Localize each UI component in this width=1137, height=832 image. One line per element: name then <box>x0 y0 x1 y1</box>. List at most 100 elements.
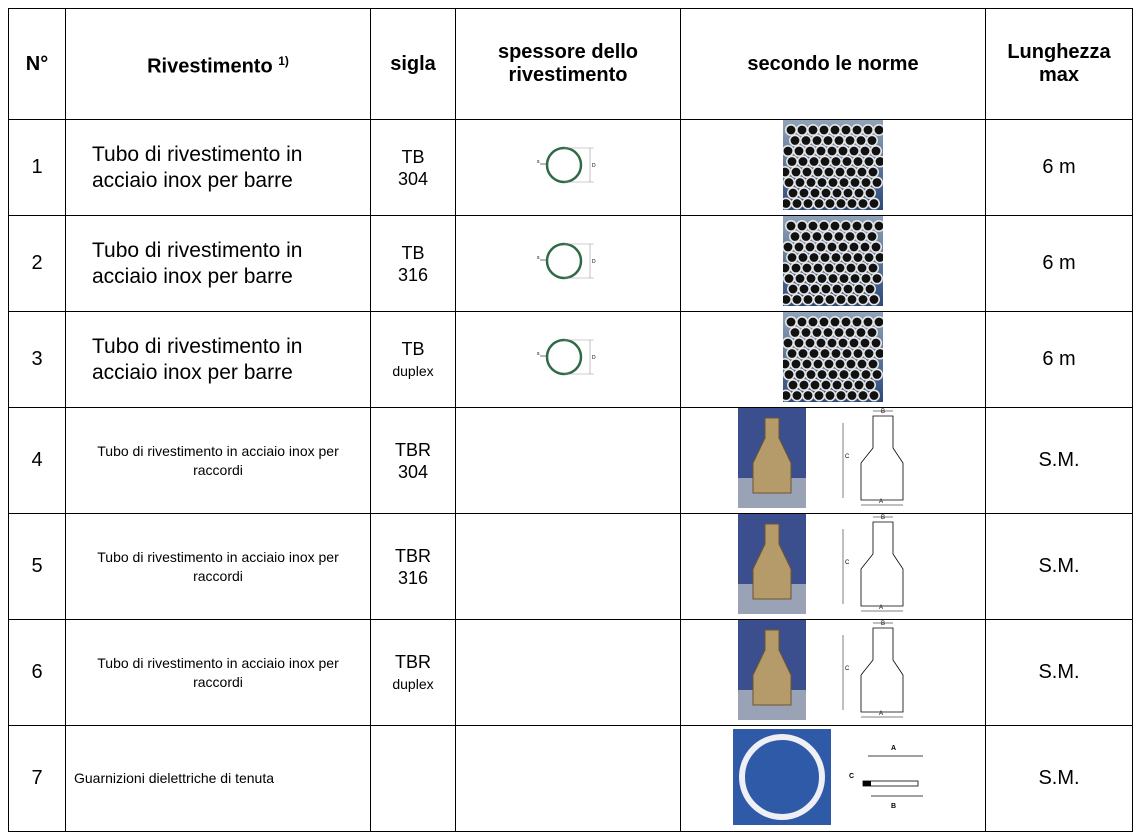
pipe-end <box>789 230 801 243</box>
thickness-diagram: sD <box>537 242 596 280</box>
tube-section <box>545 338 583 376</box>
pipe-end <box>808 379 821 392</box>
table-row: 1 Tubo di rivestimento in acciaio inox pe… <box>8 119 1133 216</box>
pipe-end <box>859 240 872 253</box>
pipe-end <box>800 165 813 178</box>
pipe-end <box>841 187 854 200</box>
pipe-end <box>782 144 794 157</box>
pipe-end <box>817 316 830 328</box>
table-row: 5 Tubo di rivestimento in acciaio inox pe… <box>8 513 1133 620</box>
dim-label: B <box>891 803 896 810</box>
pipe-end <box>794 272 806 285</box>
pipe-end <box>782 336 794 349</box>
pipe-end <box>857 293 870 306</box>
table-row: 7 Guarnizioni dielettriche di tenuta A C B S.… <box>8 725 1133 832</box>
pipe-end <box>815 272 828 285</box>
reducer-figure: B C A <box>738 620 904 720</box>
sigla: TBR 316 <box>370 513 456 620</box>
row-number: 2 <box>8 215 66 312</box>
pipe-end <box>812 293 825 306</box>
footnote-mark: 1) <box>278 53 289 68</box>
pipe-end <box>833 357 846 370</box>
norm-cell: B C A <box>680 407 986 514</box>
row-number: 5 <box>8 513 66 620</box>
pipe-end <box>810 326 823 339</box>
pipe-end <box>780 293 792 306</box>
pipe-end <box>834 197 847 210</box>
sigla-line: 304 <box>397 461 429 482</box>
pipe-end <box>786 347 798 360</box>
pipe-end <box>785 124 797 136</box>
pipe-end <box>819 187 832 200</box>
norm-cell: A C B <box>680 725 986 832</box>
table-row: 6 Tubo di rivestimento in acciaio inox pe… <box>8 619 1133 726</box>
description: Tubo di rivestimento in acciaio inox per… <box>65 215 371 312</box>
pipe-end <box>811 165 824 178</box>
pipe-end <box>779 165 791 178</box>
max-length: 6 m <box>985 119 1133 216</box>
pipe-end <box>839 220 852 232</box>
pipe-end <box>867 165 880 178</box>
pipe-end <box>819 379 832 392</box>
gasket-figure: A C B <box>733 729 923 825</box>
pipe-end <box>806 316 819 328</box>
pipe-end <box>814 336 827 349</box>
pipe-end <box>787 379 799 392</box>
pipe-end <box>811 357 824 370</box>
dim-label: C <box>845 454 850 460</box>
pipe-end <box>829 347 842 360</box>
pipe-end <box>860 272 873 285</box>
pipe-end <box>786 251 798 264</box>
pipe-end <box>822 357 835 370</box>
pipes-photo <box>779 312 887 402</box>
pipe-end <box>828 316 841 328</box>
description: Guarnizioni dielettriche di tenuta <box>65 725 371 832</box>
pipe-end <box>803 144 816 157</box>
pipe-end <box>849 368 862 381</box>
pipe-end <box>798 187 810 200</box>
pipe-end <box>818 155 831 168</box>
pipe-end <box>853 187 866 200</box>
pipe-end <box>856 357 869 370</box>
dim-label: s <box>537 351 540 357</box>
pipe-end <box>855 230 868 243</box>
pipe-end <box>807 155 820 168</box>
pipe-end <box>787 187 799 200</box>
max-length: S.M. <box>985 619 1133 726</box>
pipe-end <box>782 240 794 253</box>
dim-label: A <box>879 605 883 611</box>
pipe-end <box>823 197 836 210</box>
pipe-end <box>845 389 858 402</box>
pipe-end <box>836 144 849 157</box>
pipe-end <box>830 283 843 296</box>
thickness-cell <box>455 407 681 514</box>
header-text: sigla <box>390 52 436 75</box>
header-cell: sigla <box>370 8 456 120</box>
header-text: secondo le norme <box>747 52 919 75</box>
pipe-end <box>833 165 846 178</box>
pipe-end <box>832 326 845 339</box>
pipe-end <box>796 220 808 232</box>
pipe-end <box>793 144 805 157</box>
tube-section <box>545 242 583 280</box>
pipe-end <box>796 124 808 136</box>
pipe-end <box>797 347 809 360</box>
pipe-end <box>799 134 812 147</box>
pipe-end <box>793 336 805 349</box>
dim-label: s <box>537 255 540 261</box>
pipe-end <box>825 240 838 253</box>
pipe-end <box>871 176 884 189</box>
pipe-end <box>852 347 865 360</box>
max-length: S.M. <box>985 725 1133 832</box>
sigla: TB duplex <box>370 311 456 408</box>
pipe-end <box>794 368 806 381</box>
pipe-end <box>826 368 839 381</box>
dim-label: B <box>881 409 885 415</box>
pipe-end <box>800 357 813 370</box>
pipe-end <box>793 240 805 253</box>
max-length: 6 m <box>985 311 1133 408</box>
pipe-end <box>814 144 827 157</box>
sigla: TBR duplex <box>370 619 456 726</box>
pipe-end <box>780 389 792 402</box>
